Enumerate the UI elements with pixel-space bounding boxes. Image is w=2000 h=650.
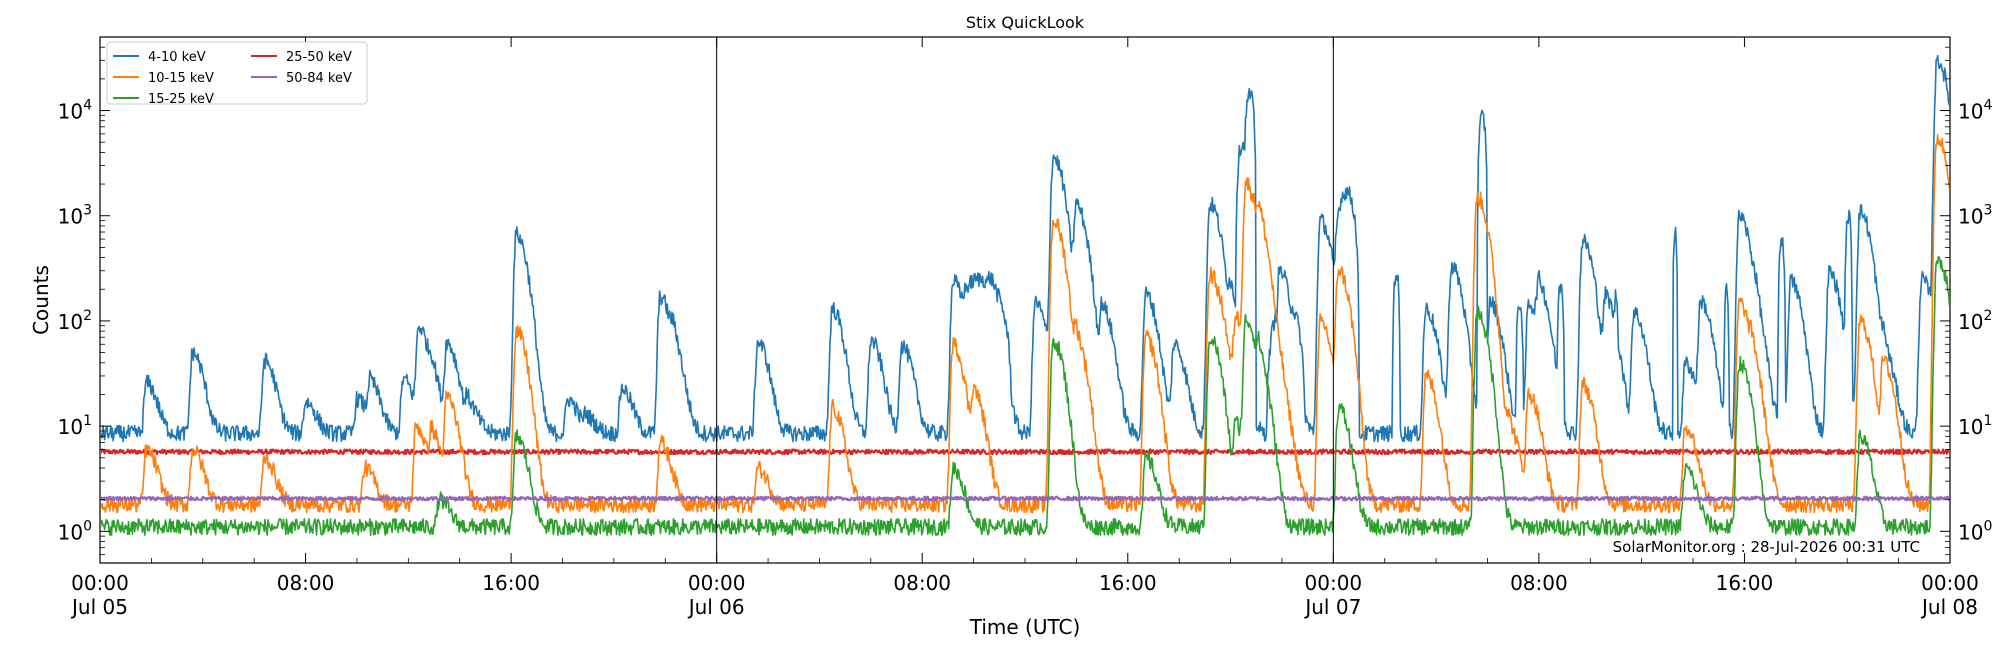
y-tick-label: 103: [58, 203, 92, 229]
legend-label: 50-84 keV: [286, 71, 352, 86]
legend-label: 10-15 keV: [148, 71, 214, 86]
legend-box: [106, 41, 368, 105]
day-boundaries: [716, 37, 1334, 563]
series-line-25-50-kev: [101, 448, 1949, 456]
timestamp-annotation: SolarMonitor.org : 28-Jul-2026 00:31 UTC: [1613, 538, 1920, 556]
x-tick-label: 00:00: [71, 571, 129, 595]
x-tick-date-label: Jul 07: [1303, 595, 1361, 619]
series-layer: [101, 54, 1949, 537]
y-tick-label: 102: [1958, 308, 1992, 334]
chart-title: Stix QuickLook: [966, 13, 1085, 32]
x-tick-date-label: Jul 08: [1920, 595, 1978, 619]
y-tick-label: 104: [1958, 98, 1992, 124]
x-axis-label: Time (UTC): [969, 615, 1081, 639]
x-tick-label: 16:00: [1716, 571, 1774, 595]
y-tick-label: 103: [1958, 203, 1992, 229]
series-line-15-25-kev: [101, 255, 1949, 537]
y-tick-label: 102: [58, 308, 92, 334]
series-line-4-10-kev: [101, 54, 1949, 443]
y-axis-label: Counts: [29, 265, 53, 335]
x-tick-label: 00:00: [1921, 571, 1979, 595]
y-tick-label: 100: [58, 518, 92, 544]
legend: 4-10 keV 10-15 keV 15-25 keV 25-50 keV 50-84…: [106, 41, 368, 107]
series-line-50-84-kev: [101, 495, 1949, 502]
x-tick-label: 16:00: [482, 571, 540, 595]
y-tick-label: 101: [1958, 413, 1992, 439]
legend-label: 25-50 keV: [286, 50, 352, 65]
y-tick-label: 101: [58, 413, 92, 439]
x-tick-date-label: Jul 05: [70, 595, 128, 619]
y-tick-label: 100: [1958, 518, 1992, 544]
y-axis: 100 100 101 101 102 102 103 103 104 104: [58, 36, 1992, 564]
x-tick-label: 08:00: [1510, 571, 1568, 595]
legend-label: 4-10 keV: [148, 50, 206, 65]
x-tick-label: 08:00: [893, 571, 951, 595]
x-tick-label: 00:00: [1305, 571, 1363, 595]
legend-label: 15-25 keV: [148, 92, 214, 107]
x-tick-label: 00:00: [688, 571, 746, 595]
x-tick-date-label: Jul 06: [687, 595, 745, 619]
y-tick-label: 104: [58, 98, 92, 124]
x-tick-label: 08:00: [277, 571, 335, 595]
x-tick-label: 16:00: [1099, 571, 1157, 595]
